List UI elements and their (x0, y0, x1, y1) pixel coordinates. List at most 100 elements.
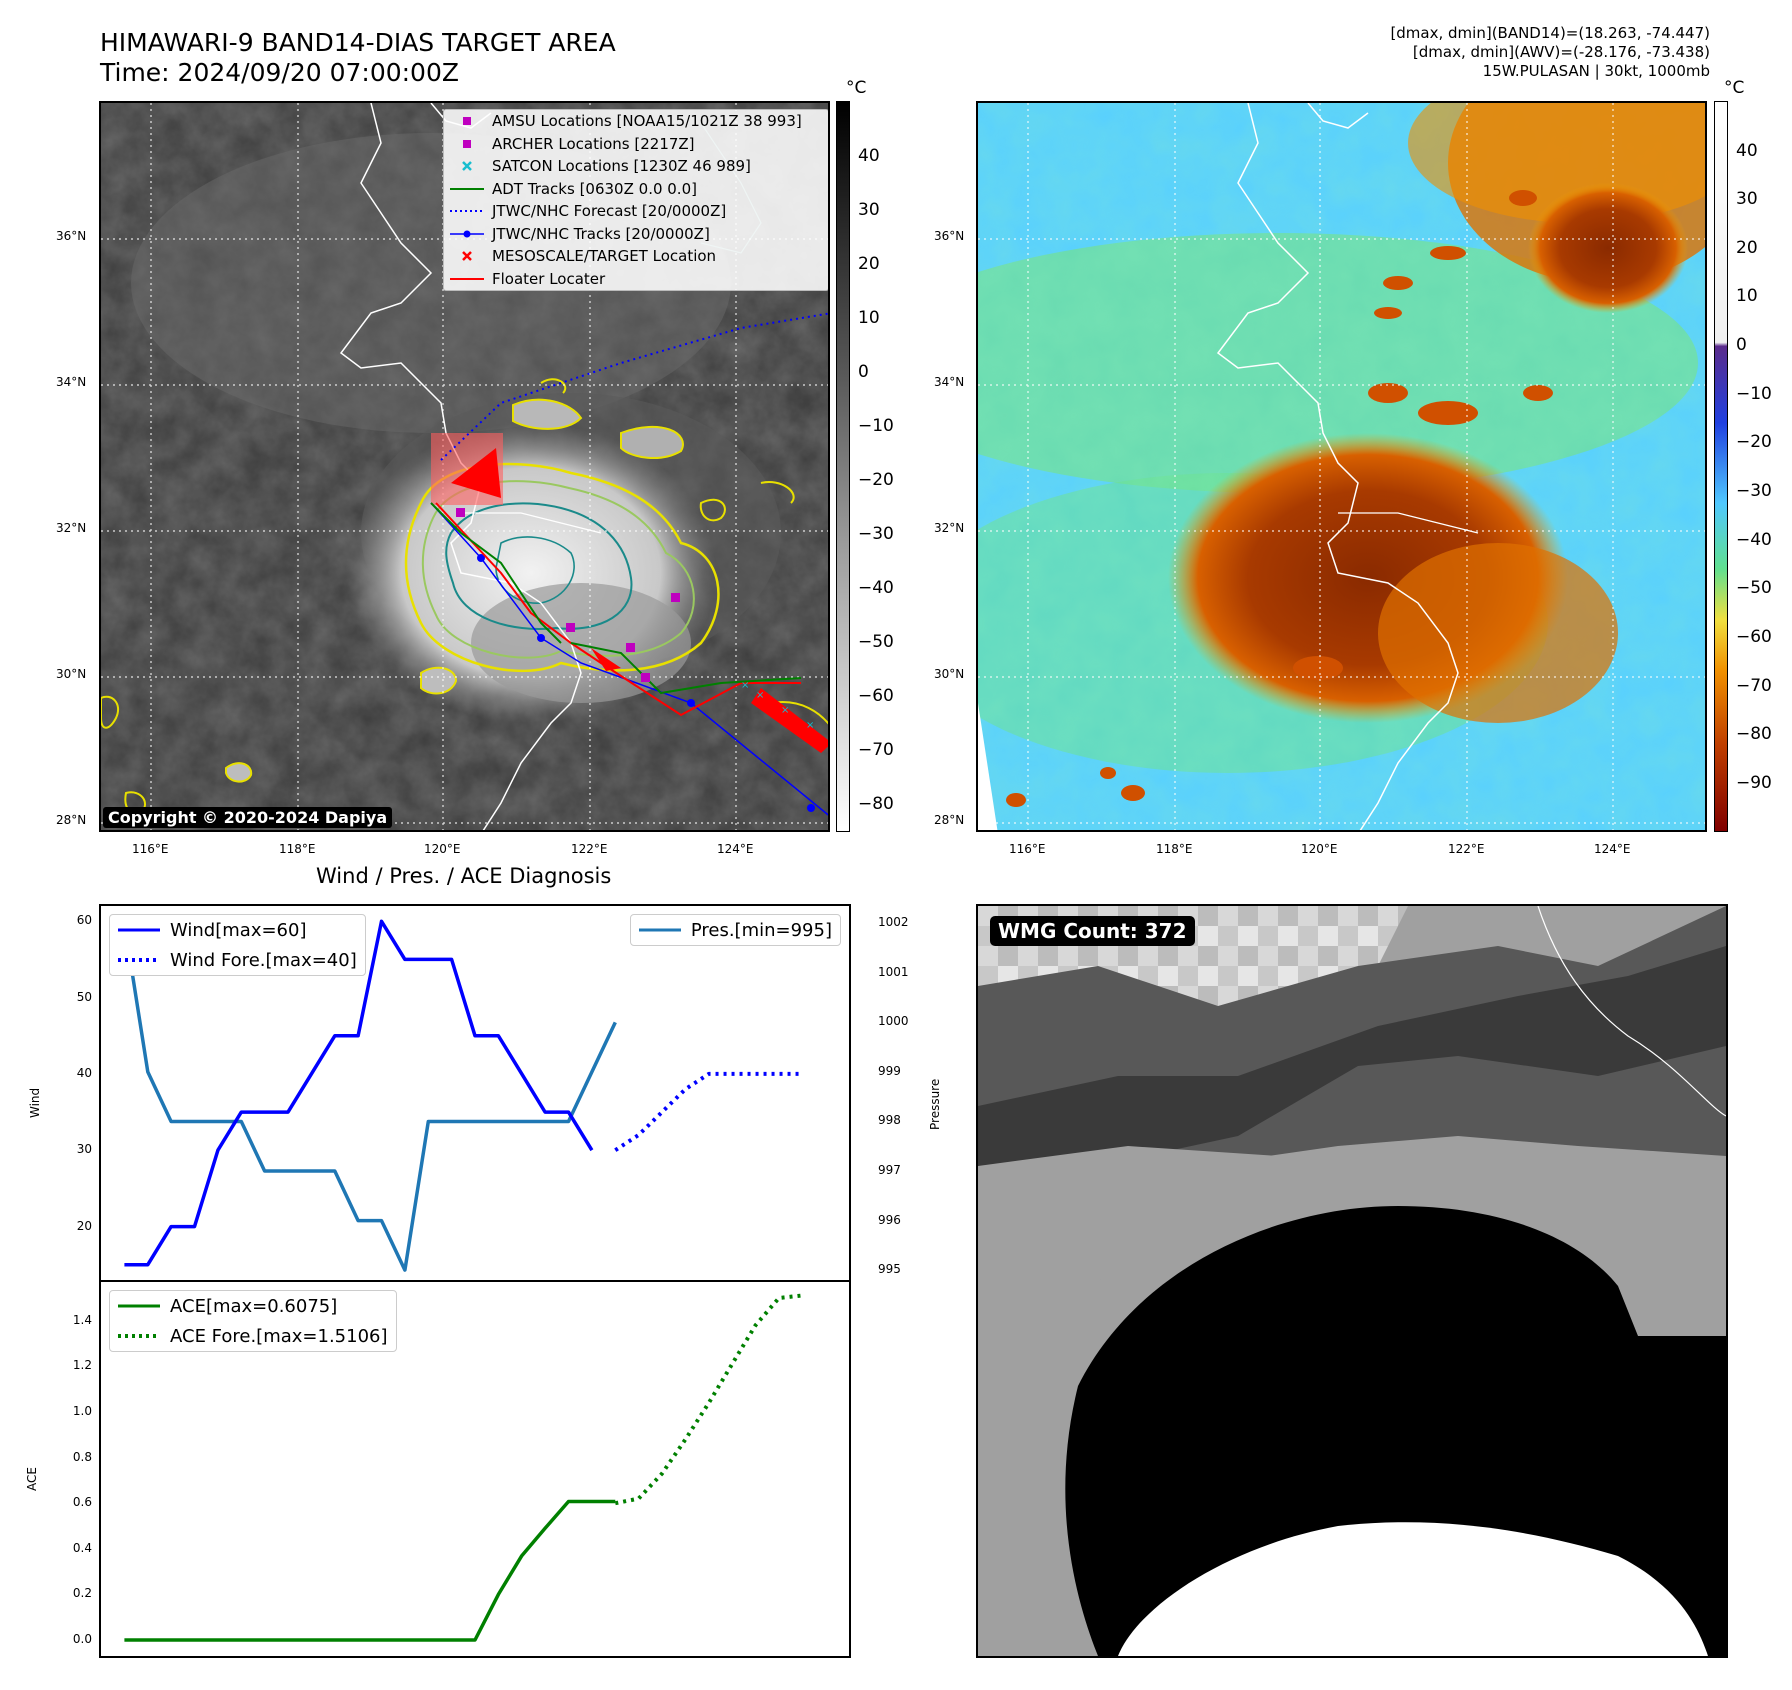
cb-tick: −30 (1736, 481, 1772, 501)
cb-tick: −90 (1736, 773, 1772, 793)
legend-label: ARCHER Locations [2217Z] (492, 134, 695, 153)
cb-tick: −20 (858, 470, 894, 490)
ace-forecast-line (614, 1293, 803, 1506)
y-tick-label: 30 (76, 1142, 92, 1157)
lat-label: 36°N (56, 229, 87, 243)
y-tick-label: 0.6 (72, 1495, 92, 1510)
legend-item-tracks: JTWC/NHC Tracks [20/0000Z] (444, 223, 828, 246)
line-dot-icon (450, 225, 484, 243)
y-tick-label: 20 (76, 1218, 92, 1233)
lon-label: 116°E (1009, 842, 1046, 856)
lon-label: 124°E (1594, 842, 1631, 856)
svg-text:×: × (756, 690, 764, 701)
svg-text:×: × (806, 720, 814, 731)
pressure-line (122, 923, 617, 1272)
legend-label: ACE Fore.[max=1.5106] (170, 1325, 388, 1347)
legend-label: ADT Tracks [0630Z 0.0 0.0] (492, 179, 697, 198)
legend-item-wind-forecast: Wind Fore.[max=40] (110, 945, 365, 975)
lon-label: 124°E (717, 842, 754, 856)
square-marker-icon (450, 112, 484, 130)
cb-tick: −30 (858, 524, 894, 544)
solid-line-icon (118, 921, 160, 939)
lon-label: 118°E (1156, 842, 1193, 856)
colorbar-left-unit: °C (846, 78, 867, 98)
dotted-line-icon (450, 202, 484, 220)
cb-tick: −40 (1736, 530, 1772, 550)
legend-label: ACE[max=0.6075] (170, 1295, 338, 1317)
y-tick-label: 50 (76, 989, 92, 1004)
y-tick-label: 0.2 (72, 1586, 92, 1601)
svg-text:×: × (781, 705, 789, 716)
svg-text:×: × (741, 680, 749, 691)
chart-title: HIMAWARI-9 BAND14-DIAS TARGET AREA Time:… (100, 28, 616, 88)
ace-panel: ACE[max=0.6075] ACE Fore.[max=1.5106] (99, 1280, 851, 1658)
square-marker-icon (450, 135, 484, 153)
title-line-2: Time: 2024/09/20 07:00:00Z (100, 58, 459, 87)
cb-tick: −80 (1736, 724, 1772, 744)
y-tick-label: 1001 (878, 964, 909, 979)
lat-label: 36°N (934, 229, 965, 243)
legend-item-pressure: Pres.[min=995] (631, 915, 840, 945)
dotted-line-icon (118, 951, 160, 969)
wind-pressure-plot (122, 919, 803, 1272)
cb-tick: 40 (1736, 141, 1758, 161)
y-tick-label: 0.8 (72, 1449, 92, 1464)
y-tick-label: 1.0 (72, 1403, 92, 1418)
legend-item-forecast: JTWC/NHC Forecast [20/0000Z] (444, 200, 828, 223)
cb-tick: −80 (858, 794, 894, 814)
legend-item-floater: Floater Locater (444, 268, 828, 291)
wmg-count-badge: WMG Count: 372 (990, 916, 1195, 946)
wind-axis-label: Wind (28, 1087, 42, 1118)
y-tick-label: 1000 (878, 1014, 909, 1029)
lat-label: 32°N (934, 521, 965, 535)
cb-tick: 20 (1736, 238, 1758, 258)
cb-tick: 10 (1736, 286, 1758, 306)
pressure-legend: Pres.[min=995] (629, 914, 841, 946)
cb-tick: −70 (858, 740, 894, 760)
y-tick-label: 998 (878, 1113, 901, 1128)
legend-label: Wind Fore.[max=40] (170, 949, 357, 971)
legend-label: Pres.[min=995] (690, 919, 832, 941)
cb-tick: −50 (1736, 578, 1772, 598)
lon-label: 120°E (1301, 842, 1338, 856)
legend-label: MESOSCALE/TARGET Location (492, 247, 717, 266)
cb-tick: 30 (1736, 189, 1758, 209)
ir-map-panel: × × × × AMSU Locations [NOAA15/1021Z 38 993… (99, 101, 830, 832)
legend-item-ace-forecast: ACE Fore.[max=1.5106] (110, 1321, 396, 1351)
enhanced-map-panel (976, 101, 1707, 832)
enhanced-map-svg (978, 103, 1705, 830)
legend-item-archer: ARCHER Locations [2217Z] (444, 133, 828, 156)
title-line-1: HIMAWARI-9 BAND14-DIAS TARGET AREA (100, 28, 616, 57)
y-tick-label: 40 (76, 1065, 92, 1080)
lat-label: 34°N (56, 375, 87, 389)
cb-tick: −10 (1736, 384, 1772, 404)
wind-legend: Wind[max=60] Wind Fore.[max=40] (109, 914, 366, 976)
cb-tick: 20 (858, 254, 880, 274)
ace-line (124, 1499, 616, 1642)
cb-tick: −60 (1736, 627, 1772, 647)
pressure-axis-label: Pressure (928, 1078, 942, 1130)
colorbar-left (836, 101, 850, 832)
y-tick-label: 999 (878, 1063, 901, 1078)
solid-line-icon (118, 1297, 160, 1315)
ace-legend: ACE[max=0.6075] ACE Fore.[max=1.5106] (109, 1290, 397, 1352)
cb-tick: −40 (858, 578, 894, 598)
dotted-line-icon (118, 1327, 160, 1345)
lat-label: 28°N (56, 813, 87, 827)
lon-label: 116°E (132, 842, 169, 856)
y-tick-label: 1.4 (72, 1312, 92, 1327)
y-tick-label: 0.4 (72, 1540, 92, 1555)
colorbar-right (1714, 101, 1728, 832)
info-line-1: [dmax, dmin](BAND14)=(18.263, -74.447) (1390, 24, 1710, 42)
lat-label: 30°N (934, 667, 965, 681)
x-marker-icon (450, 247, 484, 265)
legend-label: SATCON Locations [1230Z 46 989] (492, 157, 751, 176)
wmg-map-svg (978, 906, 1726, 1656)
wind-forecast-line (614, 1071, 803, 1152)
y-tick-label: 997 (878, 1163, 901, 1178)
info-line-3: 15W.PULASAN | 30kt, 1000mb (1482, 62, 1710, 80)
info-text: [dmax, dmin](BAND14)=(18.263, -74.447) [… (1390, 24, 1710, 81)
legend-item-wind: Wind[max=60] (110, 915, 365, 945)
wind-pressure-panel: Wind[max=60] Wind Fore.[max=40] Pres.[mi… (99, 904, 851, 1282)
x-marker-icon (450, 157, 484, 175)
